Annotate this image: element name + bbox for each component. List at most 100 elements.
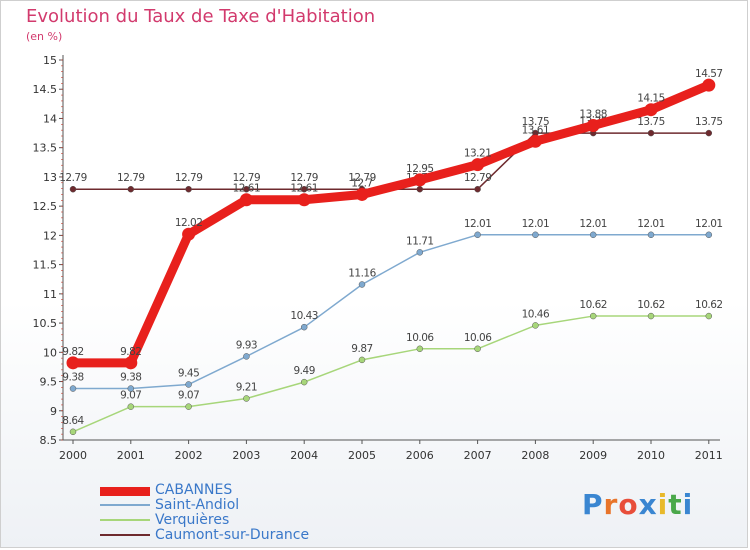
- data-point: [528, 134, 542, 148]
- data-label: 9.38: [62, 372, 83, 384]
- data-point: [647, 129, 655, 137]
- legend-label: CABANNES: [155, 482, 233, 498]
- y-tick-label: 13.5: [33, 142, 58, 155]
- data-label: 12.01: [637, 218, 665, 230]
- data-label: 13.75: [637, 116, 665, 128]
- data-label: 12.01: [522, 218, 550, 230]
- series-line: [72, 132, 710, 190]
- data-label: 11.71: [406, 235, 434, 247]
- logo-letter: t: [668, 488, 683, 521]
- logo-letter: o: [618, 488, 639, 521]
- data-point: [471, 158, 485, 172]
- data-point: [705, 312, 713, 320]
- data-point: [243, 395, 250, 402]
- data-point: [474, 231, 481, 239]
- data-point: [589, 231, 597, 239]
- logo-letter: i: [657, 488, 669, 521]
- legend-label: Saint-Andiol: [155, 497, 240, 513]
- data-point: [358, 356, 366, 364]
- y-tick-label: 15: [43, 54, 57, 67]
- data-point: [300, 378, 308, 386]
- data-label: 13.21: [464, 148, 492, 160]
- x-tick-label: 2003: [232, 449, 260, 462]
- data-label: 13.61: [522, 124, 550, 136]
- data-point: [416, 249, 424, 256]
- data-point: [124, 356, 138, 370]
- series-line: [68, 80, 714, 368]
- data-label: 12.79: [348, 172, 376, 184]
- data-point: [300, 185, 308, 193]
- x-tick-label: 2011: [695, 449, 723, 462]
- y-tick-label: 10.5: [33, 317, 58, 330]
- data-point: [416, 185, 424, 193]
- legend-swatch-saint-andiol: [100, 504, 150, 506]
- data-label: 12.7: [351, 177, 372, 189]
- data-point: [185, 403, 192, 410]
- data-point: [243, 353, 250, 360]
- data-label: 13.75: [522, 116, 550, 128]
- x-tick-label: 2007: [464, 449, 492, 462]
- data-point: [532, 231, 539, 239]
- data-point: [127, 403, 135, 410]
- data-label: 10.43: [290, 310, 318, 322]
- x-tick-label: 2002: [175, 449, 203, 462]
- data-point: [239, 193, 253, 207]
- x-tick-label: 2006: [406, 449, 434, 462]
- data-label: 9.49: [294, 365, 315, 377]
- data-point: [705, 129, 713, 137]
- data-label: 10.06: [406, 332, 434, 344]
- x-tick-label: 2010: [637, 449, 665, 462]
- data-point: [243, 185, 250, 193]
- logo-letter: i: [682, 488, 694, 521]
- data-point: [586, 118, 600, 132]
- data-label: 10.46: [522, 308, 550, 320]
- series-line: [72, 234, 710, 390]
- data-label: 8.64: [62, 415, 84, 427]
- chart-title: Evolution du Taux de Taxe d'Habitation: [26, 6, 376, 27]
- data-point: [644, 103, 658, 117]
- x-tick-label: 2001: [117, 449, 145, 462]
- data-point: [66, 356, 80, 370]
- y-tick-label: 8.5: [40, 434, 58, 447]
- data-label: 12.79: [290, 172, 318, 184]
- y-tick-label: 10: [43, 346, 57, 359]
- y-tick-label: 13: [43, 171, 57, 184]
- data-label: 12.61: [233, 183, 261, 195]
- y-tick-label: 9: [50, 405, 57, 418]
- y-tick-label: 11: [43, 288, 57, 301]
- data-label: 10.62: [637, 299, 665, 311]
- data-point: [69, 385, 77, 392]
- x-tick-label: 2008: [521, 449, 549, 462]
- data-label: 12.79: [464, 172, 492, 184]
- data-label: 9.07: [178, 390, 199, 402]
- data-label: 12.01: [464, 218, 492, 230]
- data-point: [69, 428, 77, 436]
- chart-subtitle: (en %): [26, 30, 63, 43]
- y-tick-label: 14.5: [33, 83, 58, 96]
- data-label: 9.93: [236, 339, 257, 351]
- data-point: [127, 385, 135, 392]
- data-label: 11.16: [348, 267, 376, 279]
- data-point: [358, 281, 366, 288]
- x-tick-label: 2009: [579, 449, 607, 462]
- data-point: [589, 312, 597, 320]
- data-point: [182, 227, 196, 241]
- logo-letter: x: [638, 488, 658, 521]
- data-label: 12.61: [290, 183, 318, 195]
- data-label: 9.82: [62, 346, 83, 358]
- x-tick-label: 2000: [59, 449, 87, 462]
- data-point: [413, 173, 427, 187]
- y-tick-label: 14: [43, 112, 57, 125]
- y-tick-label: 12.5: [33, 200, 58, 213]
- legend-label: Caumont-sur-Durance: [155, 527, 310, 543]
- data-point: [69, 185, 77, 193]
- data-label: 12.79: [117, 172, 145, 184]
- data-point: [355, 187, 369, 201]
- data-label: 12.02: [175, 217, 203, 229]
- y-tick-label: 11.5: [33, 259, 58, 272]
- legend-label: Verquières: [155, 512, 230, 528]
- legend-swatch-verquieres: [100, 519, 150, 521]
- data-point: [185, 185, 192, 193]
- x-tick-label: 2004: [290, 449, 318, 462]
